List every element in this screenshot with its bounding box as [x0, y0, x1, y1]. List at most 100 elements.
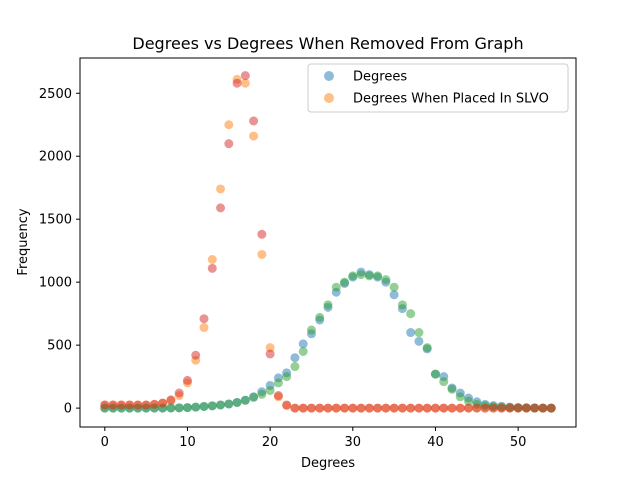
data-point-s1-13 [207, 255, 217, 264]
legend: Degrees Degrees When Placed In SLVO [307, 63, 569, 113]
data-point-s2-34 [381, 275, 391, 285]
data-point-s2-42 [447, 384, 457, 394]
y-tick-label: 1000 [39, 276, 72, 291]
data-point-s2-30 [348, 271, 358, 281]
data-point-s2-38 [414, 328, 424, 338]
data-point-s0-23 [290, 353, 300, 363]
data-point-s3-48 [497, 403, 507, 413]
data-point-s2-24 [298, 346, 308, 356]
data-point-s2-33 [373, 271, 383, 281]
data-point-s3-4 [133, 400, 143, 410]
data-point-s3-15 [224, 139, 234, 149]
data-point-s2-26 [315, 312, 325, 322]
data-point-s2-22 [282, 372, 292, 382]
data-point-s3-20 [265, 349, 275, 359]
data-point-s3-46 [480, 403, 490, 413]
data-point-s3-3 [125, 400, 135, 410]
legend-marker-degrees-slvo [324, 93, 334, 103]
data-point-s3-34 [381, 403, 391, 413]
data-point-s3-21 [273, 391, 283, 401]
data-point-s0-24 [298, 339, 308, 349]
x-tick-label: 30 [345, 435, 362, 450]
data-point-s3-5 [141, 400, 151, 410]
data-point-s3-22 [282, 400, 292, 410]
y-tick-label: 2000 [39, 150, 72, 165]
data-point-s3-44 [464, 403, 474, 413]
data-point-s3-53 [538, 403, 548, 413]
data-point-s3-42 [447, 403, 457, 413]
data-point-s3-19 [257, 229, 267, 239]
data-point-s2-27 [323, 300, 333, 310]
chart-title: Degrees vs Degrees When Removed From Gra… [132, 34, 523, 53]
data-point-s2-43 [455, 392, 465, 402]
data-point-s3-35 [389, 403, 399, 413]
data-point-s2-31 [356, 270, 366, 280]
data-point-s2-8 [166, 403, 176, 413]
data-point-s3-49 [505, 403, 515, 413]
data-point-s3-37 [406, 403, 416, 413]
data-point-s3-6 [149, 399, 159, 409]
data-point-s3-24 [298, 403, 308, 413]
y-tick-label: 0 [64, 402, 72, 417]
data-point-s3-17 [240, 71, 250, 81]
data-point-s2-28 [331, 282, 341, 292]
data-point-s3-54 [546, 403, 556, 413]
data-point-s3-8 [166, 395, 176, 405]
data-point-s3-29 [340, 403, 350, 413]
data-point-s3-40 [430, 403, 440, 413]
data-point-s1-20 [265, 343, 275, 353]
data-point-s2-11 [191, 402, 201, 412]
data-point-s2-44 [464, 396, 474, 406]
data-point-s2-40 [430, 369, 440, 379]
x-tick-label: 0 [101, 435, 109, 450]
y-axis-label: Frequency [16, 208, 31, 275]
data-point-s3-2 [116, 400, 126, 410]
data-points [100, 71, 556, 413]
legend-label-degrees-slvo: Degrees When Placed In SLVO [353, 92, 549, 107]
data-point-s2-14 [216, 400, 226, 410]
data-point-s3-18 [249, 116, 259, 126]
data-point-s2-37 [406, 309, 416, 319]
data-point-s2-41 [439, 377, 449, 387]
y-tick-label: 500 [47, 339, 72, 354]
data-point-s2-29 [340, 277, 350, 287]
data-point-s3-13 [207, 263, 217, 273]
data-point-s3-7 [158, 398, 168, 408]
data-point-s3-39 [422, 403, 432, 413]
data-point-s3-12 [199, 314, 209, 324]
data-point-s2-36 [397, 300, 407, 310]
data-point-s3-16 [232, 78, 242, 88]
data-point-s2-25 [306, 325, 316, 335]
data-point-s3-31 [356, 403, 366, 413]
y-tick-label: 1500 [39, 213, 72, 228]
data-point-s2-16 [232, 397, 242, 407]
x-tick-label: 50 [510, 435, 527, 450]
x-tick-label: 20 [262, 435, 279, 450]
data-point-s2-20 [265, 385, 275, 395]
y-axis-ticks: 0 500 1000 1500 2000 2500 [39, 87, 80, 417]
data-point-s2-13 [207, 401, 217, 411]
data-point-s1-19 [257, 249, 267, 259]
legend-label-degrees: Degrees [353, 70, 407, 85]
plot-area-frame [79, 57, 577, 428]
data-point-s3-9 [174, 388, 184, 398]
data-point-s2-12 [199, 401, 209, 411]
x-tick-label: 40 [427, 435, 444, 450]
data-point-s3-47 [488, 403, 498, 413]
data-point-s3-41 [439, 403, 449, 413]
data-point-s3-26 [315, 403, 325, 413]
data-point-s0-35 [389, 290, 399, 300]
data-point-s2-9 [174, 403, 184, 413]
data-point-s2-39 [422, 343, 432, 353]
data-point-s3-10 [182, 375, 192, 385]
data-point-s0-37 [406, 328, 416, 338]
data-point-s2-17 [240, 395, 250, 405]
data-point-s2-18 [249, 392, 259, 402]
data-point-s3-27 [323, 403, 333, 413]
data-point-s3-1 [108, 400, 118, 410]
data-point-s2-21 [273, 378, 283, 388]
data-point-s3-50 [513, 403, 523, 413]
data-point-s3-32 [364, 403, 374, 413]
data-point-s3-36 [397, 403, 407, 413]
